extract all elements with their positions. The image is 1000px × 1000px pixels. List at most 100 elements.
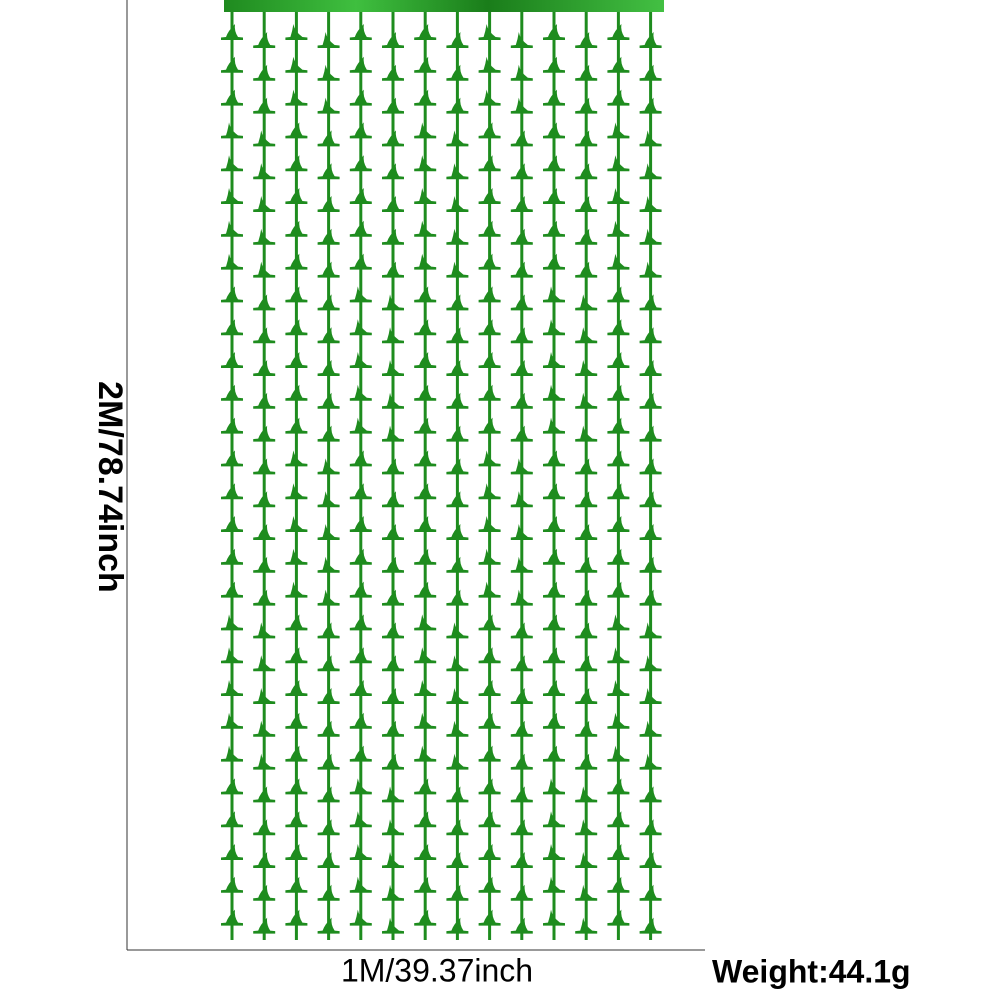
witch-hat [478, 516, 501, 532]
witch-hat [543, 155, 565, 172]
witch-hat [607, 122, 630, 139]
witch-hat [414, 417, 437, 434]
witch-hat [478, 614, 501, 631]
witch-hat [607, 712, 630, 729]
witch-hat [543, 876, 565, 893]
witch-hat [221, 24, 243, 40]
witch-hat [575, 524, 598, 540]
witch-hat [382, 261, 404, 278]
witch-hat [221, 483, 243, 500]
witch-hat [221, 811, 243, 828]
witch-hat [478, 352, 501, 368]
witch-hat [253, 392, 276, 409]
witch-hat [317, 655, 340, 672]
witch-hat [543, 56, 565, 73]
witch-hat [639, 720, 662, 737]
witch-hat [543, 89, 565, 106]
witch-hat [253, 425, 276, 442]
witch-hat [414, 450, 437, 467]
witch-hat [543, 24, 565, 40]
witch-hat [382, 360, 404, 376]
witch-hat [639, 32, 662, 48]
witch-hat [639, 261, 662, 278]
witch-hat [510, 64, 533, 81]
witch-hat [575, 97, 598, 114]
witch-hat [639, 425, 662, 442]
witch-hat [478, 417, 501, 434]
curtain-header [224, 0, 664, 12]
witch-hat [221, 352, 243, 368]
witch-hat [349, 516, 372, 532]
witch-hat [253, 163, 276, 180]
witch-hat [543, 417, 565, 434]
witch-hat [543, 778, 565, 795]
witch-hat [575, 852, 598, 868]
witch-hat [317, 163, 340, 180]
witch-hat [607, 548, 630, 565]
witch-hat [285, 286, 308, 303]
witch-hat [414, 24, 437, 40]
witch-hat [285, 450, 308, 467]
witch-hat [221, 548, 243, 565]
witch-hat [607, 483, 630, 500]
witch-hat [349, 844, 372, 860]
witch-hat [510, 32, 533, 48]
witch-hat [446, 556, 469, 573]
witch-hat [414, 811, 437, 828]
witch-hat [575, 360, 598, 376]
witch-hat [317, 622, 340, 639]
witch-hat [414, 548, 437, 565]
witch-hat [349, 319, 372, 336]
witch-hat [414, 581, 437, 598]
witch-hat [478, 778, 501, 795]
witch-hat [478, 384, 501, 401]
witch-hat [446, 589, 469, 606]
witch-hat [285, 778, 308, 795]
witch-hat [382, 852, 404, 868]
witch-hat [221, 188, 243, 204]
witch-hat [349, 483, 372, 500]
witch-hat [607, 417, 630, 434]
witch-hat [543, 712, 565, 729]
witch-hat [285, 811, 308, 828]
witch-hat [382, 425, 404, 442]
witch-hat [349, 155, 372, 172]
witch-hat [446, 97, 469, 114]
witch-hat [414, 319, 437, 336]
witch-hat [510, 392, 533, 409]
weight-label: Weight:44.1g [712, 953, 911, 989]
witch-hat [382, 491, 404, 508]
witch-hat [543, 844, 565, 860]
witch-hat [414, 352, 437, 368]
witch-hat [221, 745, 243, 762]
witch-hat [575, 655, 598, 672]
witch-hat [607, 614, 630, 631]
witch-hat [446, 917, 469, 934]
witch-hat [221, 155, 243, 172]
witch-hat [446, 327, 469, 344]
witch-hat [446, 425, 469, 442]
witch-hat [317, 884, 340, 901]
witch-hat [285, 417, 308, 434]
witch-hat [510, 622, 533, 639]
witch-hat [285, 24, 308, 40]
witch-hat [510, 819, 533, 836]
witch-hat [285, 909, 308, 926]
witch-hat [478, 647, 501, 664]
witch-hat [382, 622, 404, 639]
witch-hat [317, 327, 340, 344]
witch-hat [639, 196, 662, 212]
witch-hat [382, 884, 404, 901]
witch-hat [285, 89, 308, 106]
witch-hat [253, 753, 276, 770]
witch-hat [221, 680, 243, 696]
witch-hat [510, 753, 533, 770]
witch-hat [349, 909, 372, 926]
witch-hat [414, 876, 437, 893]
witch-hat [478, 876, 501, 893]
witch-hat [575, 327, 598, 344]
witch-hat [285, 647, 308, 664]
witch-hat [575, 819, 598, 836]
witch-hat [382, 392, 404, 409]
